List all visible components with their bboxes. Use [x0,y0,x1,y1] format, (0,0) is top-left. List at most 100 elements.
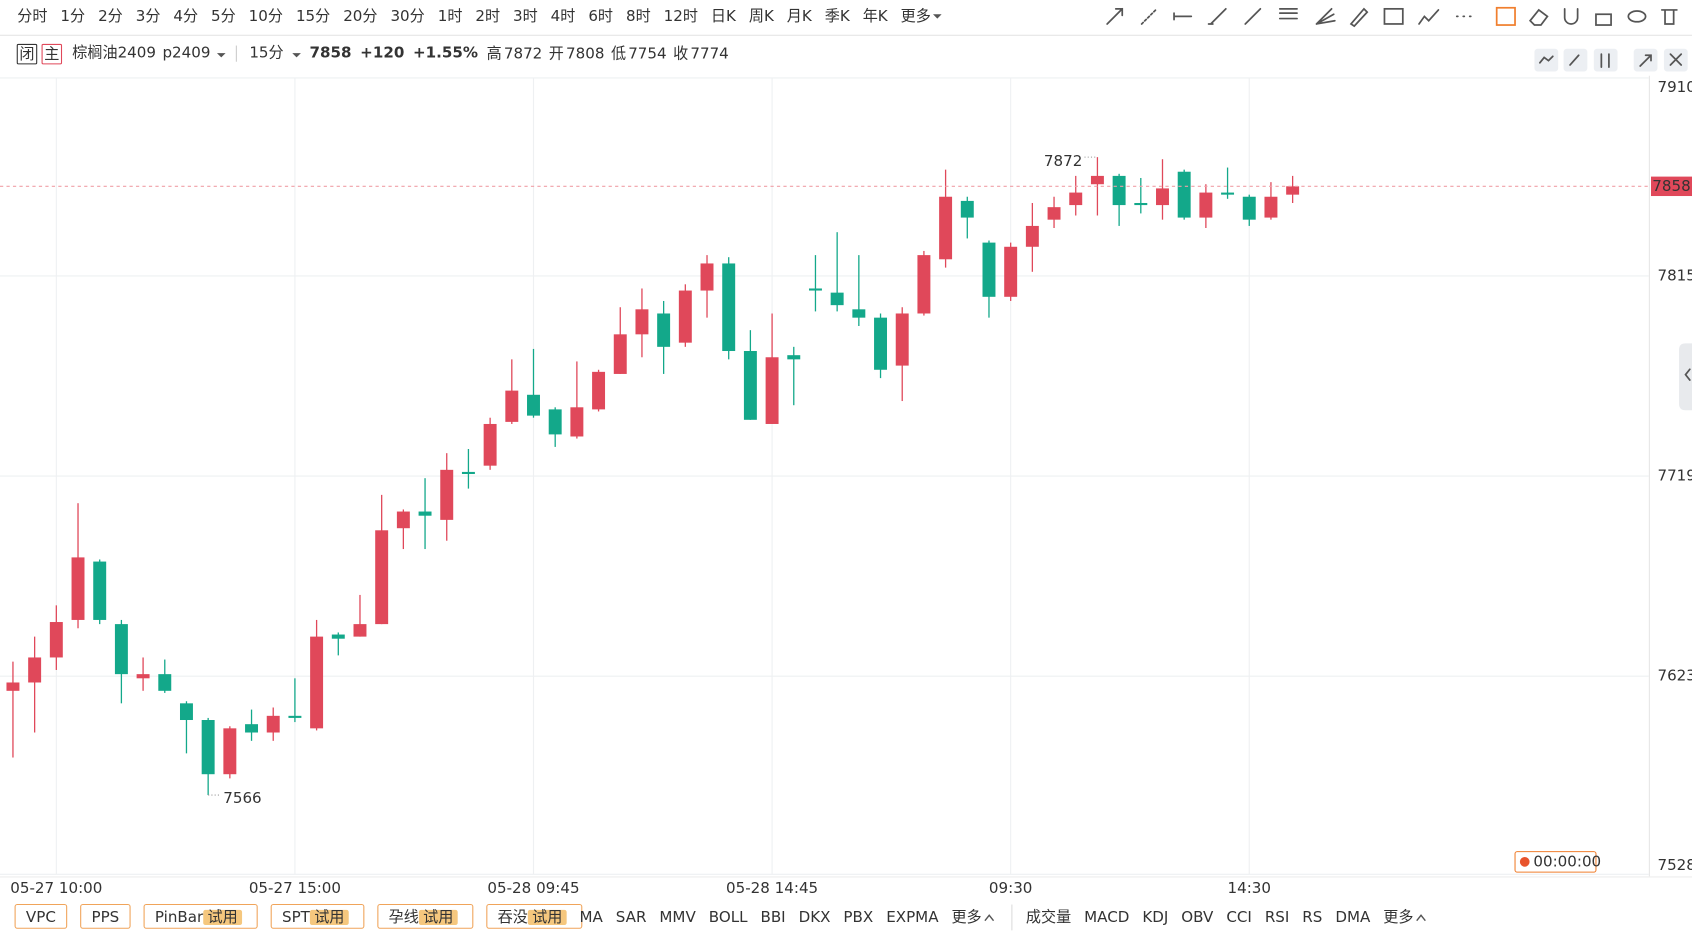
timeframe[interactable]: 4分 [173,7,198,25]
ctrl-button[interactable] [1534,48,1559,72]
ctrl-button[interactable] [1593,48,1618,72]
stat-value: 7808 [566,45,604,63]
candle-body [1025,225,1039,247]
candle-body [939,196,953,260]
candle-body [657,313,671,347]
timeframe[interactable]: 1时 [438,7,463,25]
indicator[interactable]: 更多 [1383,908,1413,926]
candle-body [1199,192,1213,218]
timeframe[interactable]: 3分 [136,7,161,25]
tool-segment[interactable] [1207,7,1227,25]
timeframe[interactable]: 20分 [343,7,377,25]
candle-body [960,200,974,218]
symbol-code: p2409 [162,44,210,62]
timeframe[interactable]: 季K [825,7,851,25]
candle-body [1221,192,1235,195]
ctrl-icon [1569,54,1580,66]
candle-body [136,674,150,679]
indicator[interactable]: CCI [1226,908,1252,926]
candle-body [49,622,63,658]
tool-fib[interactable] [1278,7,1298,20]
timeframe[interactable]: 4时 [551,7,576,25]
tool-edit[interactable] [1495,6,1516,26]
candle-body [179,703,193,721]
pattern-label: SPT [282,908,311,926]
tool-eye[interactable] [1627,10,1647,23]
stat-label: 收 [673,45,688,63]
timeframe[interactable]: 2分 [98,7,123,25]
candle-body [93,561,107,620]
timeframe[interactable]: 12时 [664,7,698,25]
pattern-button[interactable]: SPT 试用 [270,903,365,929]
indicator[interactable]: MA [579,908,603,926]
timeframe[interactable]: 月K [787,7,813,25]
x-tick-label: 05-27 10:00 [10,879,102,897]
indicator[interactable]: MACD [1084,908,1129,926]
indicator[interactable]: BBI [760,908,785,926]
tool-dashed[interactable] [1140,7,1158,25]
timeframe[interactable]: 分时 [17,7,47,25]
timeframe[interactable]: 更多 [901,7,931,25]
tool-eraser[interactable] [1528,8,1549,26]
candle-body [418,511,432,516]
dropdown-caret [292,53,301,58]
pattern-button[interactable]: PinBar 试用 [143,903,258,929]
period[interactable]: 15分 [249,44,283,62]
indicator[interactable]: MMV [659,908,696,926]
timeframe[interactable]: 5分 [211,7,236,25]
tool-delete[interactable] [1660,9,1678,25]
indicator[interactable]: 更多 [951,908,981,926]
timeframe[interactable]: 周K [749,7,775,25]
x-tick-label: 14:30 [1228,879,1271,897]
tool-pen[interactable] [1349,7,1369,28]
pattern-badge: 试用 [532,908,562,926]
timeframe[interactable]: 2时 [475,7,500,25]
chart-controls[interactable] [1534,48,1688,72]
tool-lock[interactable] [1595,13,1612,26]
tool-image[interactable] [1383,7,1404,25]
indicator[interactable]: 成交量 [1026,908,1071,926]
timeframe[interactable]: 日K [711,7,737,25]
candle-body [722,263,736,352]
indicator[interactable]: OBV [1181,908,1214,926]
tool-wave[interactable] [1418,9,1440,25]
indicator[interactable]: PBX [843,908,873,926]
candle-body [678,290,692,343]
timeframe[interactable]: 30分 [390,7,424,25]
tool-magnet[interactable] [1563,7,1579,25]
indicator[interactable]: RSI [1265,908,1290,926]
candle-body [201,720,215,775]
last-price-label: 7858 [1652,177,1690,195]
indicator[interactable]: DKX [799,908,831,926]
timeframe[interactable]: 10分 [249,7,283,25]
candle-body [982,242,996,297]
timeframe[interactable]: 1分 [60,7,85,25]
side-panel-tab[interactable] [1679,343,1692,411]
pattern-button[interactable]: VPC [14,903,68,929]
indicator[interactable]: EXPMA [886,908,939,926]
tool-trend[interactable] [1244,7,1262,25]
drawing-tools[interactable] [1106,6,1678,28]
pattern-button[interactable]: 吞没 试用 [486,903,583,929]
timeframe[interactable]: 3时 [513,7,538,25]
pattern-badge: 试用 [423,908,453,926]
timeframe[interactable]: 15分 [296,7,330,25]
candle-body [895,313,909,366]
indicator[interactable]: KDJ [1142,908,1168,926]
pattern-button[interactable]: 孕线 试用 [377,903,474,929]
indicator[interactable]: BOLL [709,908,748,926]
pattern-button[interactable]: PPS [80,903,131,929]
pattern-label: 吞没 [498,908,528,926]
timeframe[interactable]: 6时 [588,7,613,25]
candle-body [1177,171,1191,218]
indicator[interactable]: DMA [1335,908,1371,926]
tool-ray[interactable] [1106,7,1124,25]
indicator[interactable]: RS [1302,908,1322,926]
timeframe[interactable]: 8时 [626,7,651,25]
timeframe[interactable]: 年K [863,7,889,25]
badge-box [41,43,63,65]
tool-fan[interactable] [1315,7,1336,25]
tool-hline[interactable] [1173,12,1193,21]
indicator[interactable]: SAR [616,908,647,926]
candle-body [1286,186,1300,195]
